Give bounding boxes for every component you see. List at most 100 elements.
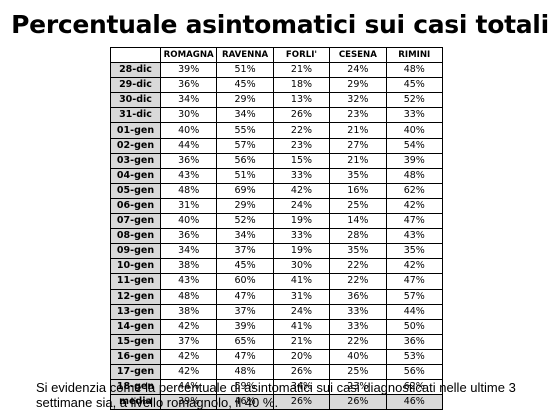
- value-cell: 62%: [385, 182, 443, 199]
- row-date-cell: 07-gen: [110, 213, 161, 230]
- row-date-cell: 28-dic: [110, 62, 161, 79]
- value-cell: 57%: [385, 288, 443, 305]
- row-date-cell: 02-gen: [110, 137, 161, 154]
- footnote-text: Si evidenzia come la percentuale di asin…: [36, 380, 516, 410]
- row-date-cell: 10-gen: [110, 258, 161, 275]
- value-cell: 33%: [272, 228, 331, 245]
- value-cell: 42%: [159, 363, 218, 381]
- average-label-cell: media: [110, 394, 161, 411]
- value-cell: 22%: [329, 273, 387, 290]
- value-cell: 51%: [216, 62, 274, 79]
- value-cell: 30%: [159, 107, 218, 124]
- value-cell: 55%: [216, 122, 274, 139]
- value-cell: 30%: [272, 258, 331, 275]
- value-cell: 33%: [329, 303, 387, 320]
- value-cell: 65%: [216, 333, 274, 350]
- value-cell: 36%: [159, 152, 218, 169]
- value-cell: 57%: [216, 137, 274, 154]
- value-cell: 43%: [385, 228, 443, 245]
- row-date-cell: 15-gen: [110, 333, 161, 350]
- value-cell: 47%: [216, 288, 274, 305]
- value-cell: 45%: [216, 77, 274, 94]
- column-header: FORLI': [272, 46, 331, 64]
- value-cell: 50%: [385, 318, 443, 335]
- average-value-cell: 26%: [329, 394, 387, 411]
- column-header: RAVENNA: [216, 46, 274, 64]
- value-cell: 54%: [385, 137, 443, 154]
- value-cell: 48%: [159, 182, 218, 199]
- value-cell: 25%: [329, 197, 387, 215]
- table-row: 13-gen 38% 37% 24% 33% 44%: [110, 303, 443, 320]
- value-cell: 28%: [329, 228, 387, 245]
- value-cell: 56%: [385, 363, 443, 381]
- value-cell: 51%: [216, 167, 274, 184]
- value-cell: 42%: [159, 318, 218, 335]
- value-cell: 22%: [329, 258, 387, 275]
- row-date-cell: 04-gen: [110, 167, 161, 184]
- value-cell: 34%: [216, 228, 274, 245]
- value-cell: 32%: [329, 92, 387, 109]
- value-cell: 43%: [159, 273, 218, 290]
- value-cell: 38%: [159, 258, 218, 275]
- value-cell: 48%: [385, 62, 443, 79]
- row-date-cell: 11-gen: [110, 273, 161, 290]
- value-cell: 36%: [385, 333, 443, 350]
- table-row: 16-gen 42% 47% 20% 40% 53%: [110, 348, 443, 365]
- value-cell: 24%: [272, 303, 331, 320]
- value-cell: 23%: [272, 137, 331, 154]
- row-date-cell: 08-gen: [110, 228, 161, 245]
- row-date-cell: 13-gen: [110, 303, 161, 320]
- value-cell: 48%: [385, 167, 443, 184]
- value-cell: 39%: [216, 318, 274, 335]
- row-date-cell: 18-gen: [110, 379, 161, 396]
- value-cell: 41%: [272, 273, 331, 290]
- value-cell: 39%: [385, 152, 443, 169]
- data-table: ROMAGNA RAVENNA FORLI' CESENA RIMINI 28-…: [110, 46, 443, 411]
- value-cell: 29%: [216, 92, 274, 109]
- table-row: 04-gen 43% 51% 33% 35% 48%: [110, 167, 443, 184]
- table-row: 29-dic 36% 45% 18% 29% 45%: [110, 77, 443, 94]
- row-date-cell: 01-gen: [110, 122, 161, 139]
- column-header: RIMINI: [385, 46, 443, 64]
- value-cell: 60%: [216, 273, 274, 290]
- value-cell: 36%: [159, 77, 218, 94]
- value-cell: 19%: [272, 243, 331, 260]
- value-cell: 48%: [159, 288, 218, 305]
- value-cell: 43%: [159, 167, 218, 184]
- table-row: 06-gen 31% 29% 24% 25% 42%: [110, 197, 443, 215]
- value-cell: 37%: [216, 303, 274, 320]
- value-cell: 40%: [159, 122, 218, 139]
- table-row: 28-dic 39% 51% 21% 24% 48%: [110, 62, 443, 79]
- row-date-cell: 16-gen: [110, 348, 161, 365]
- value-cell: 35%: [329, 167, 387, 184]
- value-cell: 42%: [272, 182, 331, 199]
- value-cell: 19%: [272, 213, 331, 230]
- value-cell: 42%: [385, 258, 443, 275]
- row-date-cell: 29-dic: [110, 77, 161, 94]
- value-cell: 34%: [159, 243, 218, 260]
- value-cell: 21%: [329, 152, 387, 169]
- value-cell: 24%: [329, 62, 387, 79]
- value-cell: 13%: [272, 92, 331, 109]
- table-row: 12-gen 48% 47% 31% 36% 57%: [110, 288, 443, 305]
- value-cell: 45%: [385, 77, 443, 94]
- average-value-cell: 46%: [385, 394, 443, 411]
- value-cell: 35%: [385, 243, 443, 260]
- column-header: CESENA: [329, 46, 387, 64]
- value-cell: 37%: [216, 243, 274, 260]
- value-cell: 21%: [272, 333, 331, 350]
- header-corner-cell: [110, 46, 161, 64]
- value-cell: 36%: [159, 228, 218, 245]
- value-cell: 53%: [385, 348, 443, 365]
- value-cell: 34%: [216, 107, 274, 124]
- value-cell: 27%: [329, 137, 387, 154]
- page-title: Percentuale asintomatici sui casi totali: [11, 10, 549, 39]
- value-cell: 38%: [159, 303, 218, 320]
- table-row: 17-gen 42% 48% 26% 25% 56%: [110, 363, 443, 381]
- value-cell: 37%: [159, 333, 218, 350]
- value-cell: 33%: [272, 167, 331, 184]
- value-cell: 47%: [216, 348, 274, 365]
- value-cell: 31%: [159, 197, 218, 215]
- row-date-cell: 06-gen: [110, 197, 161, 215]
- value-cell: 69%: [216, 182, 274, 199]
